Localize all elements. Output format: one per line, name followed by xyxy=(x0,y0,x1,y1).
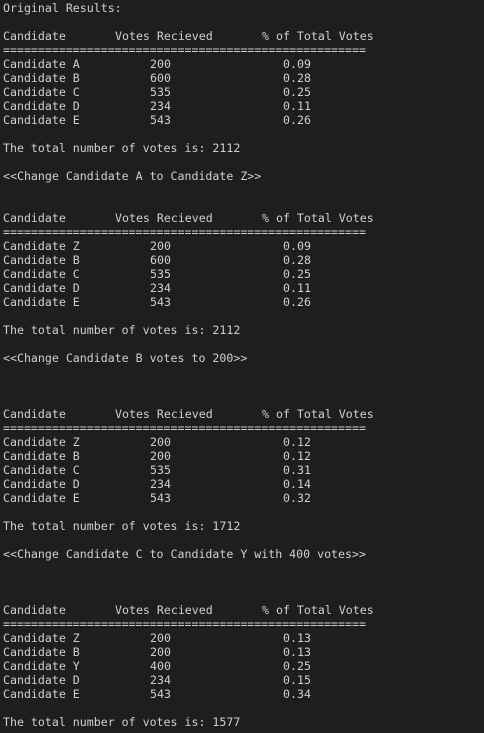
table-cell: 200 xyxy=(150,645,171,659)
change-note: <<Change Candidate C to Candidate Y with… xyxy=(3,547,366,561)
separator: ========================================… xyxy=(3,421,366,435)
table-cell: Candidate D xyxy=(3,99,80,113)
table-cell: Candidate E xyxy=(3,295,80,309)
table-cell: 0.14 xyxy=(283,477,311,491)
column-header: Candidate xyxy=(3,603,66,617)
table-cell: Candidate B xyxy=(3,645,80,659)
change-note: <<Change Candidate B votes to 200>> xyxy=(3,351,248,365)
table-cell: 234 xyxy=(150,99,171,113)
table-cell: 535 xyxy=(150,267,171,281)
table-cell: 0.26 xyxy=(283,113,311,127)
table-cell: Candidate E xyxy=(3,687,80,701)
column-header: Candidate xyxy=(3,211,66,225)
table-cell: 0.13 xyxy=(283,645,311,659)
table-cell: 0.09 xyxy=(283,239,311,253)
table-cell: Candidate C xyxy=(3,463,80,477)
table-cell: 400 xyxy=(150,659,171,673)
table-cell: Candidate A xyxy=(3,57,80,71)
table-cell: 535 xyxy=(150,85,171,99)
table-cell: 0.15 xyxy=(283,673,311,687)
table-cell: 200 xyxy=(150,449,171,463)
table-cell: Candidate C xyxy=(3,267,80,281)
column-header: % of Total Votes xyxy=(262,407,374,421)
table-cell: Candidate E xyxy=(3,491,80,505)
table-cell: 0.12 xyxy=(283,449,311,463)
table-cell: 0.25 xyxy=(283,85,311,99)
table-cell: Candidate B xyxy=(3,253,80,267)
column-header: % of Total Votes xyxy=(262,211,374,225)
table-cell: 0.09 xyxy=(283,57,311,71)
table-cell: 0.11 xyxy=(283,99,311,113)
table-cell: 234 xyxy=(150,673,171,687)
separator: ========================================… xyxy=(3,43,366,57)
column-header: Votes Recieved xyxy=(115,211,213,225)
table-cell: 0.11 xyxy=(283,281,311,295)
table-cell: 200 xyxy=(150,239,171,253)
table-cell: 543 xyxy=(150,113,171,127)
table-cell: 0.34 xyxy=(283,687,311,701)
total-line: The total number of votes is: 1712 xyxy=(3,519,241,533)
table-cell: 234 xyxy=(150,477,171,491)
table-cell: Candidate E xyxy=(3,113,80,127)
column-header: Candidate xyxy=(3,407,66,421)
table-cell: Candidate Z xyxy=(3,631,80,645)
table-cell: 0.12 xyxy=(283,435,311,449)
table-cell: 200 xyxy=(150,57,171,71)
table-cell: 0.13 xyxy=(283,631,311,645)
table-cell: 543 xyxy=(150,295,171,309)
column-header: Votes Recieved xyxy=(115,29,213,43)
table-cell: Candidate D xyxy=(3,281,80,295)
table-cell: 0.28 xyxy=(283,253,311,267)
separator: ========================================… xyxy=(3,225,366,239)
table-cell: 600 xyxy=(150,253,171,267)
table-cell: Candidate D xyxy=(3,673,80,687)
table-cell: 0.25 xyxy=(283,659,311,673)
table-cell: Candidate B xyxy=(3,71,80,85)
total-line: The total number of votes is: 1577 xyxy=(3,715,241,729)
column-header: % of Total Votes xyxy=(262,29,374,43)
change-note: <<Change Candidate A to Candidate Z>> xyxy=(3,169,262,183)
table-cell: Candidate D xyxy=(3,477,80,491)
table-cell: Candidate B xyxy=(3,449,80,463)
table-cell: Candidate Y xyxy=(3,659,80,673)
table-cell: 0.31 xyxy=(283,463,311,477)
table-cell: 535 xyxy=(150,463,171,477)
table-cell: 0.26 xyxy=(283,295,311,309)
table-cell: 200 xyxy=(150,435,171,449)
original-label: Original Results: xyxy=(3,1,122,15)
column-header: % of Total Votes xyxy=(262,603,374,617)
table-cell: 234 xyxy=(150,281,171,295)
table-cell: 600 xyxy=(150,71,171,85)
table-cell: 0.25 xyxy=(283,267,311,281)
table-cell: Candidate C xyxy=(3,85,80,99)
table-cell: Candidate Z xyxy=(3,435,80,449)
table-cell: 543 xyxy=(150,687,171,701)
column-header: Candidate xyxy=(3,29,66,43)
total-line: The total number of votes is: 2112 xyxy=(3,323,241,337)
column-header: Votes Recieved xyxy=(115,407,213,421)
total-line: The total number of votes is: 2112 xyxy=(3,141,241,155)
table-cell: 543 xyxy=(150,491,171,505)
table-cell: 0.32 xyxy=(283,491,311,505)
table-cell: 0.28 xyxy=(283,71,311,85)
table-cell: Candidate Z xyxy=(3,239,80,253)
separator: ========================================… xyxy=(3,617,366,631)
column-header: Votes Recieved xyxy=(115,603,213,617)
table-cell: 200 xyxy=(150,631,171,645)
